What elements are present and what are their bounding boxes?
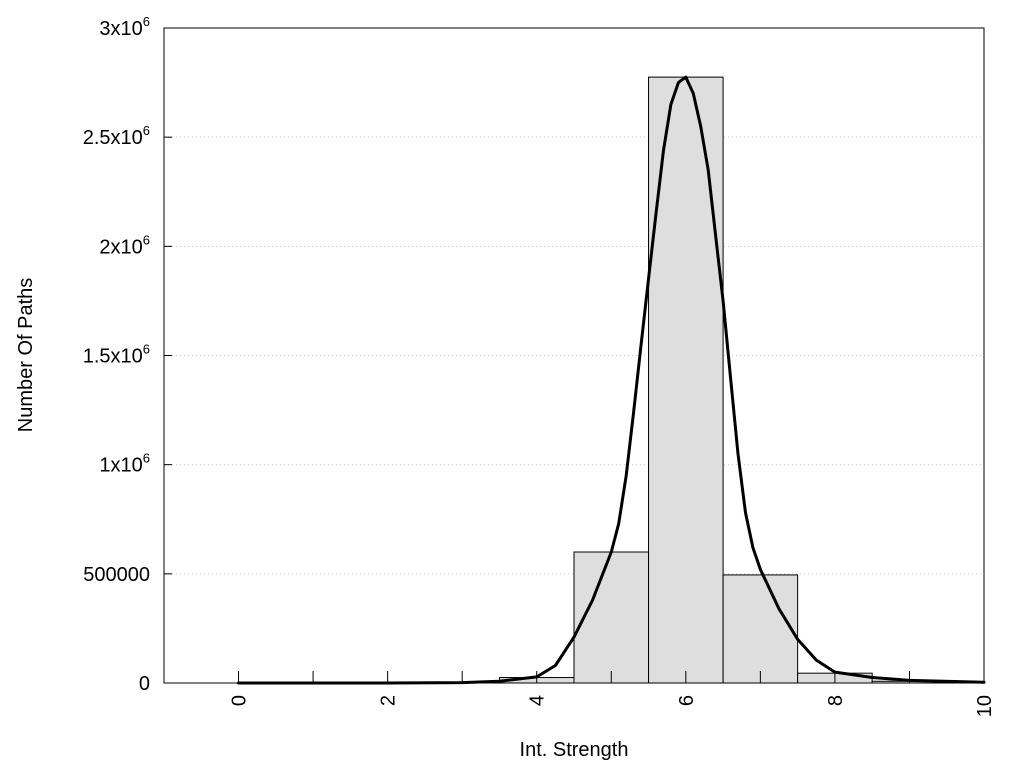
x-tick-label-8: 8 xyxy=(825,695,847,706)
x-tick-label-0: 0 xyxy=(229,695,251,706)
y-tick-label-2: 1x106 xyxy=(99,451,150,477)
y-tick-label-0: 0 xyxy=(139,673,150,695)
x-tick-labels: 0 2 4 6 8 10 xyxy=(229,695,996,717)
y-tick-label-1: 500000 xyxy=(83,564,150,586)
y-axis-label: Number Of Paths xyxy=(15,278,37,433)
histogram-bar-5 xyxy=(573,551,650,684)
y-tick-label-5: 2.5x106 xyxy=(83,123,150,149)
y-tick-labels: 0 500000 1x106 1.5x106 2x106 2.5x106 3x106 xyxy=(83,14,150,695)
y-tick-label-6: 3x106 xyxy=(99,14,150,40)
y-tick-label-4: 2x106 xyxy=(99,232,150,258)
x-tick-label-2: 2 xyxy=(378,695,400,706)
histogram-bars xyxy=(424,76,948,684)
fit-curve-line xyxy=(237,75,986,685)
fit-curve-layer xyxy=(237,75,986,685)
histogram-bar-7 xyxy=(722,574,799,684)
grid-lines xyxy=(164,136,984,575)
x-tick-label-4: 4 xyxy=(527,695,549,706)
histogram-bar-6 xyxy=(648,76,724,684)
x-axis-label: Int. Strength xyxy=(520,739,629,761)
y-tick-label-3: 1.5x106 xyxy=(83,342,150,368)
x-tick-label-10: 10 xyxy=(974,695,996,717)
axis-ticks xyxy=(164,27,985,684)
x-tick-label-6: 6 xyxy=(676,695,698,706)
